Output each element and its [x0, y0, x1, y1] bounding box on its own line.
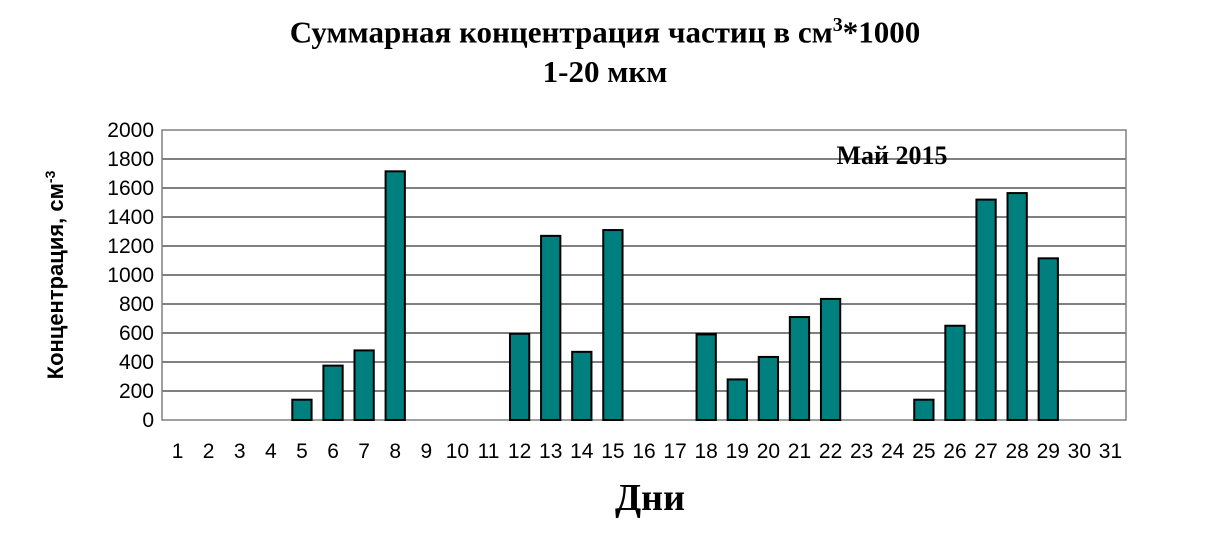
x-tick-label: 29 — [1037, 440, 1060, 463]
y-tick-label: 1600 — [107, 177, 154, 200]
x-tick-label: 13 — [539, 440, 562, 463]
y-tick-label: 1800 — [107, 148, 154, 171]
y-tick-label: 400 — [119, 351, 154, 374]
y-tick-label: 800 — [119, 293, 154, 316]
x-tick-labels: 1 2 3 4 5 6 7 8 9 10 11 12 13 14 15 16 17 18 19 20 21 22 23 24 2… — [172, 440, 1122, 463]
x-tick-label: 15 — [601, 440, 624, 463]
bars — [291, 170, 1059, 422]
y-tick-labels: 0 200 400 600 800 1000 1200 1400 1600 1800 2000 — [107, 119, 154, 432]
bar-day-7 — [353, 349, 375, 421]
y-tick-label: 200 — [119, 380, 154, 403]
x-tick-label: 20 — [757, 440, 780, 463]
bar-day-13 — [540, 234, 562, 421]
y-tick-label: 0 — [142, 409, 154, 432]
bar-day-26 — [944, 324, 966, 421]
x-tick-label: 16 — [632, 440, 655, 463]
x-tick-label: 18 — [695, 440, 718, 463]
bar-day-8 — [384, 170, 406, 421]
chart-title-line-2: 1-20 мкм — [542, 54, 668, 89]
bar-day-28 — [1006, 192, 1028, 421]
bar-day-6 — [322, 364, 344, 421]
x-tick-label: 4 — [265, 440, 277, 463]
x-tick-label: 2 — [203, 440, 215, 463]
bar-day-25 — [913, 398, 935, 422]
bar-day-19 — [726, 378, 748, 421]
bar-day-14 — [571, 350, 593, 422]
x-tick-label: 5 — [296, 440, 308, 463]
x-tick-label: 24 — [881, 440, 905, 463]
x-tick-label: 27 — [974, 440, 997, 463]
x-tick-label: 12 — [508, 440, 531, 463]
bar-day-22 — [819, 297, 842, 421]
y-tick-label: 2000 — [107, 119, 154, 142]
x-tick-label: 19 — [726, 440, 749, 463]
x-tick-label: 21 — [788, 440, 811, 463]
chart-annotation: Май 2015 — [836, 141, 947, 170]
bar-day-18 — [695, 333, 717, 422]
y-tick-label: 1200 — [107, 235, 154, 258]
x-tick-label: 9 — [420, 440, 432, 463]
bar-day-20 — [757, 355, 780, 421]
x-tick-label: 30 — [1068, 440, 1091, 463]
x-tick-label: 28 — [1005, 440, 1028, 463]
chart-title-line-1: Суммарная концентрация частиц в см3*1000 — [289, 14, 921, 50]
y-tick-label: 1400 — [107, 206, 154, 229]
bar-day-21 — [788, 316, 811, 421]
x-tick-label: 14 — [570, 440, 594, 463]
x-tick-label: 6 — [327, 440, 339, 463]
x-tick-label: 10 — [446, 440, 469, 463]
bar-day-5 — [291, 398, 313, 422]
x-tick-label: 22 — [819, 440, 842, 463]
x-tick-label: 8 — [389, 440, 401, 463]
x-tick-label: 1 — [172, 440, 184, 463]
x-tick-label: 3 — [234, 440, 246, 463]
x-tick-label: 23 — [850, 440, 873, 463]
bar-day-27 — [975, 198, 997, 421]
bar-day-29 — [1037, 257, 1059, 422]
y-tick-label: 1000 — [107, 264, 154, 287]
y-axis-label: Концентрация, см-3 — [42, 170, 68, 379]
x-tick-label: 26 — [943, 440, 966, 463]
x-tick-label: 11 — [478, 440, 500, 463]
x-tick-label: 31 — [1099, 440, 1122, 463]
y-tick-label: 600 — [119, 322, 154, 345]
bar-day-12 — [508, 332, 531, 422]
x-tick-label: 7 — [358, 440, 370, 463]
x-axis-label: Дни — [615, 477, 685, 519]
plot-frame — [161, 129, 1127, 421]
x-tick-label: 17 — [663, 440, 686, 463]
x-tick-label: 25 — [912, 440, 935, 463]
bar-day-15 — [602, 229, 624, 421]
